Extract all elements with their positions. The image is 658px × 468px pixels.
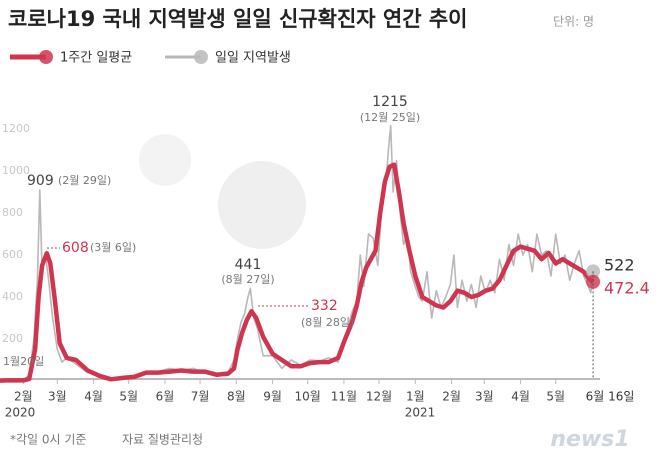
footnote: *각일 0시 기준 (10, 433, 86, 447)
x-tick-label: 8월 (227, 390, 246, 404)
year-label: 2020 (5, 406, 36, 420)
x-end-label: 6월 16일 (586, 390, 635, 404)
value-label: 332 (311, 298, 338, 314)
x-tick-label: 4월 (84, 390, 103, 404)
chart-title: 코로나19 국내 지역발생 일일 신규확진자 연간 추이 (8, 7, 468, 31)
x-tick-label: 5월 (546, 390, 565, 404)
decoration (139, 134, 191, 186)
value-label: 608 (62, 240, 89, 256)
unit: 단위: 명 (553, 15, 594, 29)
x-tick-label: 4월 (511, 390, 530, 404)
logo: news1 (550, 427, 629, 452)
y-tick-label: 200 (2, 332, 23, 345)
annotation: (3월 6일) (90, 240, 136, 254)
annotation: 1월20일 (3, 354, 44, 368)
x-tick-label: 2월 (442, 390, 461, 404)
legend-swatch (39, 50, 53, 64)
x-tick-label: 1월 (406, 390, 425, 404)
x-tick-label: 6월 (156, 390, 175, 404)
legend-label: 1주간 일평균 (60, 51, 132, 66)
y-tick-label: 800 (2, 206, 23, 219)
value-label: 472.4 (604, 279, 650, 298)
annotation: (8월 27일) (221, 272, 274, 286)
source: 자료 질병관리청 (122, 433, 203, 447)
series-line (0, 162, 595, 384)
value-label: 1215 (372, 94, 408, 110)
y-tick-label: 400 (2, 290, 23, 303)
x-tick-label: 10월 (295, 390, 321, 404)
x-tick-label: 5월 (119, 390, 138, 404)
decoration (218, 161, 306, 249)
x-tick-label: 2월 (14, 390, 33, 404)
series-line (0, 125, 594, 382)
annotation: (12월 25일) (360, 110, 420, 124)
end-marker (586, 274, 601, 289)
x-tick-label: 12월 (366, 390, 392, 404)
y-tick-label: 600 (2, 248, 23, 261)
annotation: (2월 29일) (58, 173, 111, 187)
annotation: (8월 28일) (301, 315, 354, 329)
legend-swatch (194, 50, 208, 64)
x-tick-label: 3월 (475, 390, 494, 404)
y-tick-label: 1000 (2, 164, 30, 177)
year-label: 2021 (405, 406, 436, 420)
y-tick-label: 1200 (2, 122, 30, 135)
x-tick-label: 3월 (48, 390, 67, 404)
legend-label: 일일 지역발생 (215, 51, 291, 66)
x-tick-label: 9월 (263, 390, 282, 404)
value-label: 909 (27, 173, 54, 189)
value-label: 441 (235, 257, 262, 273)
value-label: 522 (604, 256, 635, 275)
x-tick-label: 11월 (331, 390, 357, 404)
x-tick-label: 7월 (191, 390, 210, 404)
